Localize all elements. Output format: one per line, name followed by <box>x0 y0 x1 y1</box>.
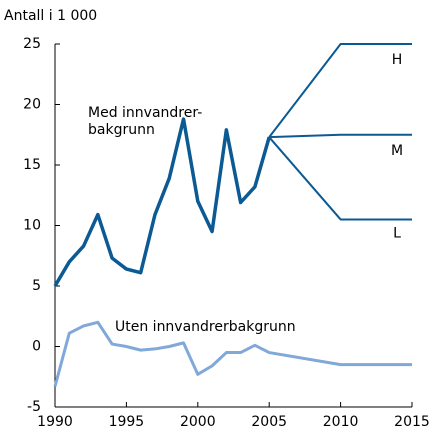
y-tick-label: -5 <box>27 399 41 415</box>
series-label: bakgrunn <box>88 122 155 138</box>
x-tick-label: 2010 <box>323 414 359 430</box>
y-tick-label: 25 <box>23 36 41 52</box>
series-line <box>269 133 412 139</box>
series-label: H <box>392 52 403 68</box>
series-line <box>53 320 412 387</box>
series-label: Uten innvandrerbakgrunn <box>115 319 296 335</box>
x-tick-label: 1995 <box>109 414 145 430</box>
x-tick-label: 2005 <box>251 414 287 430</box>
series-label: Med innvandrer- <box>88 105 202 121</box>
x-tick-label: 2015 <box>394 414 430 430</box>
series-label: M <box>391 143 403 159</box>
series-line <box>268 43 412 138</box>
x-tick-label: 2000 <box>180 414 216 430</box>
y-tick-label: 15 <box>23 157 41 173</box>
series-line <box>53 117 271 287</box>
y-tick-label: 5 <box>32 278 41 294</box>
series-label: L <box>393 225 401 241</box>
y-tick-label: 20 <box>23 97 41 113</box>
y-tick-label: 0 <box>32 339 41 355</box>
y-axis-title: Antall i 1 000 <box>4 8 97 24</box>
x-tick-label: 1990 <box>37 414 73 430</box>
y-tick-label: 10 <box>23 218 41 234</box>
series-line <box>268 136 412 221</box>
